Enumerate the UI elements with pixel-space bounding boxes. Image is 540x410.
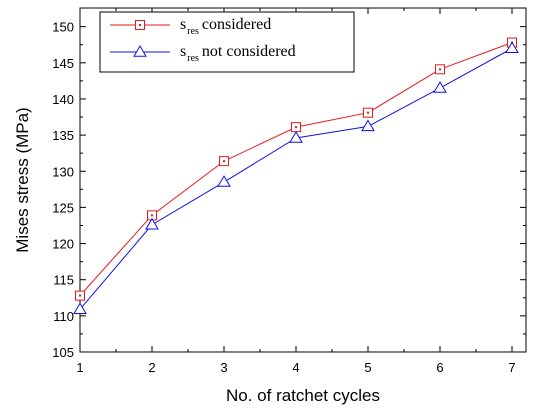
triangle-marker <box>73 302 87 315</box>
x-axis: 1 2 3 4 5 6 7 <box>76 8 516 375</box>
legend-entry: sres not considered <box>110 43 296 64</box>
y-tick-label: 105 <box>52 345 74 360</box>
x-tick-label: 7 <box>508 360 515 375</box>
x-tick-label: 3 <box>220 360 227 375</box>
square-marker-dot <box>223 160 225 163</box>
x-tick-label: 4 <box>292 360 299 375</box>
square-marker-dot <box>367 111 369 114</box>
legend-entry: sres considered <box>110 16 271 37</box>
x-axis-title: No. of ratchet cycles <box>226 386 380 405</box>
series-considered <box>75 37 517 301</box>
series-line <box>79 47 513 310</box>
y-tick-label: 115 <box>53 273 74 288</box>
triangle-marker <box>217 175 231 187</box>
square-marker-dot <box>79 294 81 297</box>
x-tick-label: 5 <box>364 360 371 375</box>
y-tick-label: 120 <box>52 237 74 252</box>
triangle-marker <box>145 217 159 230</box>
x-tick-label: 1 <box>76 360 83 375</box>
series-line <box>79 42 513 296</box>
legend-label: sres considered <box>180 16 271 37</box>
x-tick-label: 6 <box>436 360 443 375</box>
square-marker-dot <box>439 68 441 71</box>
y-tick-label: 110 <box>53 309 74 324</box>
series-layer <box>73 37 519 315</box>
y-axis-title: Mises stress (MPa) <box>13 107 32 252</box>
plot-frame <box>79 7 527 353</box>
y-tick-label: 140 <box>52 92 74 107</box>
y-tick-label: 130 <box>52 164 74 179</box>
y-tick-label: 135 <box>52 128 74 143</box>
triangle-marker <box>361 119 375 132</box>
x-tick-label: 2 <box>148 360 155 375</box>
y-tick-label: 145 <box>52 56 74 71</box>
series-not-considered <box>73 41 519 315</box>
legend: sres considered sres not considered <box>99 11 355 73</box>
triangle-marker <box>505 41 519 54</box>
triangle-marker <box>133 45 147 57</box>
triangle-marker <box>433 81 447 93</box>
square-marker-dot <box>295 126 297 129</box>
y-axis: 105 110 115 120 125 130 135 140 145 150 <box>52 20 526 360</box>
triangle-marker <box>289 131 303 143</box>
square-marker-dot <box>151 214 153 217</box>
y-tick-label: 150 <box>52 20 74 35</box>
plot-border <box>79 7 527 353</box>
y-tick-label: 125 <box>52 200 74 215</box>
square-marker-dot <box>139 24 141 26</box>
legend-label: sres not considered <box>180 43 296 64</box>
